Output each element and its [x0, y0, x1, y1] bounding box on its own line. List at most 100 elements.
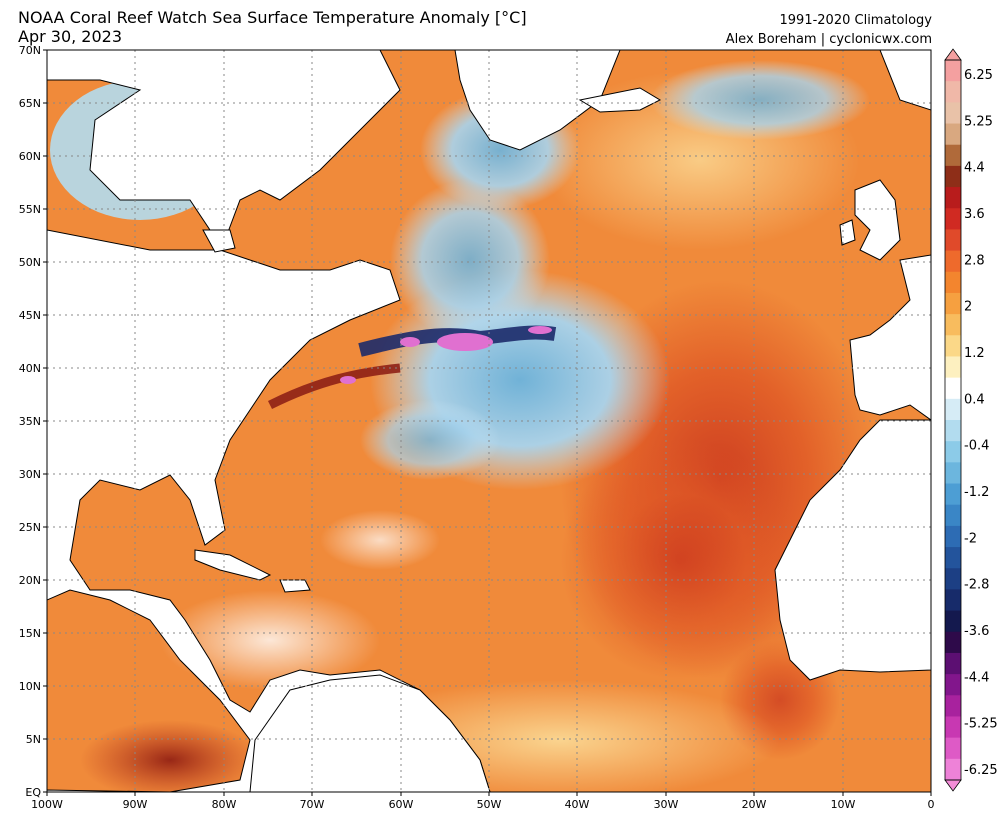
colorbar-label: 3.6 [964, 207, 985, 222]
lat-label: 65N [19, 97, 41, 110]
lat-label: 55N [19, 203, 41, 216]
colorbar-segment [945, 420, 961, 442]
cold-anomaly-nordic [650, 60, 870, 140]
lat-label: 20N [19, 574, 41, 587]
longitude-labels: 100W 90W 80W 70W 60W 50W 40W 30W 20W 10W… [31, 798, 934, 811]
lat-label: 60N [19, 150, 41, 163]
author-credit: Alex Boreham | cyclonicwx.com [725, 32, 932, 47]
extreme-cold-spot-3 [340, 376, 356, 384]
title-date: Apr 30, 2023 [18, 27, 123, 46]
lat-label: 50N [19, 256, 41, 269]
great-britain [854, 179, 901, 261]
ireland [839, 219, 856, 246]
iberia-europe [849, 254, 931, 421]
hispaniola [279, 579, 311, 593]
colorbar-segment [945, 525, 961, 548]
colorbar-segment [945, 737, 961, 760]
neutral-caribbean [160, 590, 380, 690]
colorbar-label: -2.8 [964, 578, 989, 593]
lon-label: 0 [928, 798, 935, 811]
colorbar-label: 4.4 [964, 161, 985, 176]
lat-label: 30N [19, 468, 41, 481]
africa [774, 419, 931, 681]
lon-label: 60W [389, 798, 414, 811]
greenland [454, 50, 621, 151]
lon-label: 80W [212, 798, 237, 811]
colorbar-segment [945, 483, 961, 506]
extreme-cold-spot-2 [400, 337, 420, 347]
colorbar-segment [945, 441, 961, 463]
cuba [194, 549, 272, 581]
colorbar-segment [945, 589, 961, 612]
warm-anomaly-tropical [560, 440, 800, 680]
colorbar-segment [945, 356, 961, 379]
colorbar-segment [945, 250, 961, 273]
colorbar-segment [945, 652, 961, 675]
colorbar-segment [945, 292, 961, 315]
extreme-cold-spot-4 [528, 326, 552, 334]
cold-anomaly-grand-banks [390, 180, 550, 340]
lat-label: 70N [19, 44, 41, 57]
tick-marks [43, 49, 932, 796]
colorbar-segment [945, 271, 961, 294]
climatology-label: 1991-2020 Climatology [779, 13, 932, 28]
lat-label: 45N [19, 309, 41, 322]
colorbar-segment [945, 144, 961, 167]
james-bay-land [202, 229, 236, 253]
title-line-1: NOAA Coral Reef Watch Sea Surface Temper… [18, 8, 527, 27]
colorbar-segment [945, 631, 961, 654]
neutral-sargasso [320, 510, 440, 570]
colorbar-top-arrow [944, 48, 962, 61]
colorbar-segment [945, 695, 961, 717]
colorbar-label: -6.25 [964, 763, 998, 778]
colorbar-label: 6.25 [964, 68, 993, 83]
cold-anomaly-subtropical [360, 400, 500, 480]
colorbar-segment [945, 187, 961, 209]
colorbar-segment [945, 610, 961, 633]
colorbar-label: -3.6 [964, 624, 989, 639]
colorbar-segment [945, 504, 961, 527]
colorbar-frame [944, 59, 962, 781]
lat-label: EQ [25, 786, 41, 799]
colorbar-segment [945, 716, 961, 739]
colorbar-segment [945, 462, 961, 485]
colorbar-segments [945, 60, 961, 781]
graticule [47, 50, 931, 792]
colorbar-label: 2 [964, 300, 972, 315]
colorbar-segment [945, 758, 961, 781]
gulf-stream-warm-streak [267, 363, 401, 410]
lat-label: 40N [19, 362, 41, 375]
colorbar: 6.25 5.25 4.4 3.6 2.8 2 1.2 0.4 -0.4 -1.2 -2 -2.8 -3… [944, 48, 998, 792]
colorbar-labels: 6.25 5.25 4.4 3.6 2.8 2 1.2 0.4 -0.4 -1.2 -2 -2.8 -3… [964, 68, 998, 778]
lat-label: 15N [19, 627, 41, 640]
colorbar-segment [945, 165, 961, 188]
lon-label: 90W [123, 798, 148, 811]
colorbar-label: -0.4 [964, 439, 989, 454]
colorbar-segment [945, 377, 961, 400]
colorbar-segment [945, 102, 961, 125]
colorbar-segment [945, 229, 961, 252]
lon-label: 20W [742, 798, 767, 811]
iceland [578, 87, 662, 113]
extreme-cold-spot-1 [437, 333, 493, 351]
colorbar-segment [945, 335, 961, 357]
lon-label: 40W [565, 798, 590, 811]
map-title: NOAA Coral Reef Watch Sea Surface Temper… [18, 8, 527, 46]
colorbar-segment [945, 60, 961, 82]
colorbar-label: -2 [964, 531, 977, 546]
colorbar-label: 5.25 [964, 114, 993, 129]
colorbar-label: -4.4 [964, 670, 989, 685]
credits: 1991-2020 Climatology Alex Boreham | cyc… [726, 11, 932, 49]
south-america [249, 674, 491, 792]
colorbar-label: 0.4 [964, 392, 985, 407]
colorbar-label: -5.25 [964, 717, 998, 732]
colorbar-bottom-arrow [944, 779, 962, 792]
colorbar-segment [945, 547, 961, 569]
colorbar-segment [945, 123, 961, 146]
latitude-labels: 70N 65N 60N 55N 50N 45N 40N 35N 30N 25N … [19, 44, 42, 799]
colorbar-segment [945, 81, 961, 103]
scandinavia [879, 50, 931, 111]
lon-label: 10W [831, 798, 856, 811]
colorbar-segment [945, 674, 961, 696]
lon-label: 100W [31, 798, 63, 811]
